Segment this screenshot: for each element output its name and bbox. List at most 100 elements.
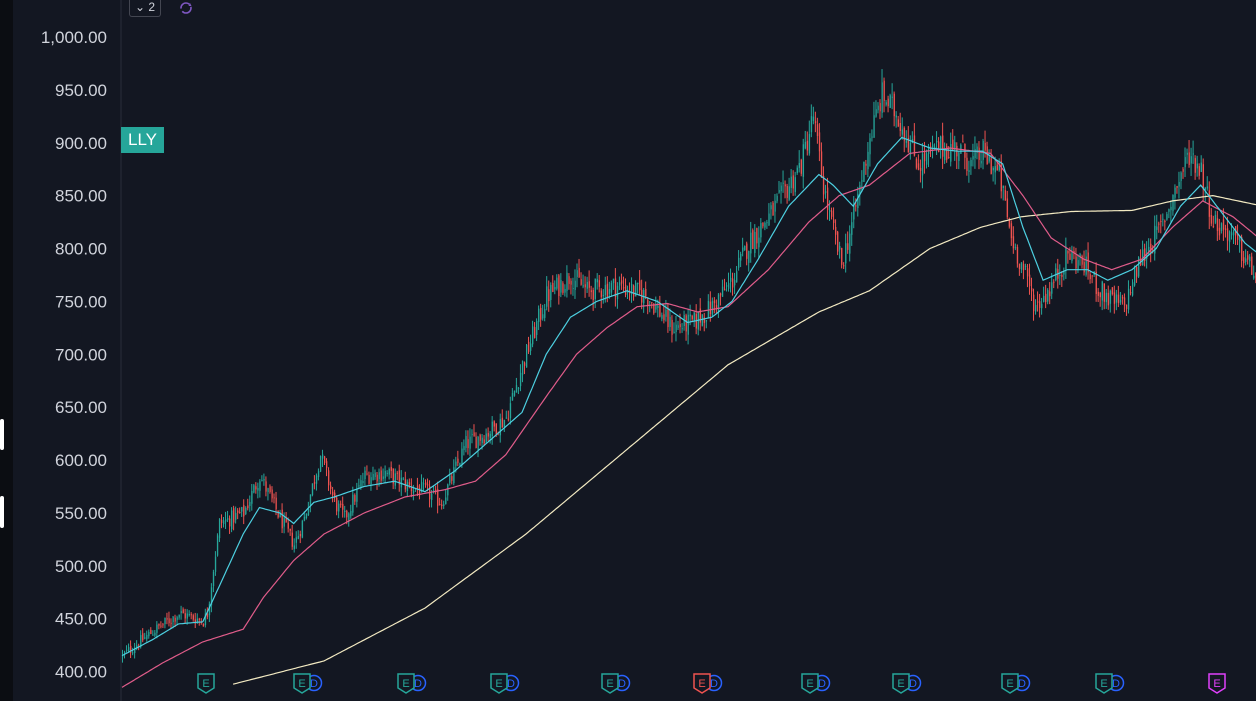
candle [956, 142, 958, 169]
candle [1233, 229, 1235, 245]
candle [1226, 216, 1229, 251]
candle [394, 468, 396, 490]
candle [435, 485, 437, 495]
candle [614, 268, 617, 307]
candle [214, 551, 217, 576]
candle [831, 207, 833, 220]
earnings-marker[interactable]: E [1095, 673, 1113, 694]
candle [469, 428, 471, 457]
candle [899, 112, 901, 137]
candle [889, 93, 891, 108]
candle [267, 487, 269, 501]
candle [1222, 208, 1225, 241]
candle [946, 143, 948, 163]
candle [152, 630, 154, 636]
candle [762, 222, 764, 229]
candle [536, 318, 538, 342]
candle [396, 470, 399, 481]
candle [677, 320, 679, 331]
candle [578, 258, 580, 278]
candle [182, 607, 184, 614]
interval-dropdown[interactable]: ⌄ 2 [129, 0, 162, 17]
candle [669, 308, 671, 331]
candle [190, 612, 192, 620]
ma-mid-line [121, 147, 1256, 688]
candle [764, 221, 766, 231]
candle [695, 304, 697, 335]
candle [404, 471, 407, 493]
earnings-marker[interactable]: E [293, 673, 311, 694]
candle [150, 627, 152, 635]
candle [1237, 224, 1239, 246]
candle [269, 484, 271, 494]
candle [618, 276, 621, 291]
candle [649, 300, 651, 313]
candle [693, 311, 695, 327]
candle [952, 129, 954, 152]
candle [667, 303, 669, 333]
panel-handle[interactable] [0, 496, 4, 528]
candle [154, 629, 156, 637]
candle [517, 386, 520, 395]
candle [1035, 299, 1037, 315]
earnings-marker[interactable]: E [1001, 673, 1019, 694]
earnings-marker[interactable]: E [601, 673, 619, 694]
candle [513, 390, 516, 397]
candle [800, 158, 803, 177]
candle [507, 410, 510, 422]
panel-handle[interactable] [0, 419, 4, 450]
candle [210, 583, 213, 613]
earnings-marker[interactable]: E [490, 673, 508, 694]
candle [580, 272, 582, 286]
candle [554, 280, 556, 295]
candle [289, 528, 291, 536]
candle [715, 299, 718, 314]
candle [966, 152, 968, 176]
earnings-marker[interactable]: E [801, 673, 819, 694]
earnings-marker[interactable]: E [197, 673, 215, 694]
candle [879, 99, 881, 120]
candle [786, 183, 788, 204]
candle [847, 231, 849, 254]
candle [164, 617, 166, 629]
candle [1134, 265, 1136, 287]
candle [235, 506, 237, 524]
candle [156, 621, 158, 639]
sync-icon[interactable] [179, 1, 193, 15]
candle [754, 224, 756, 258]
candle [348, 512, 350, 527]
candle [1085, 249, 1087, 277]
y-tick-label: 500.00 [55, 557, 107, 576]
candle [184, 608, 186, 624]
candle [790, 169, 792, 194]
candle [566, 265, 568, 298]
earnings-marker[interactable]: E [1208, 673, 1226, 694]
candle [1190, 147, 1192, 176]
symbol-label: LLY [121, 127, 164, 153]
y-tick-label: 650.00 [55, 398, 107, 417]
candle [703, 312, 706, 332]
candle [972, 143, 974, 167]
candle [1006, 190, 1009, 220]
candle [1243, 250, 1245, 269]
earnings-marker[interactable]: E [693, 673, 711, 694]
earnings-label: E [698, 678, 705, 690]
price-axis[interactable]: 1,000.00 950.00 900.00 850.00 800.00 750.00 70… [41, 28, 107, 682]
earnings-marker[interactable]: E [892, 673, 910, 694]
candle [1097, 288, 1099, 303]
candle [734, 272, 736, 294]
candle [326, 458, 328, 477]
y-tick-label: 1,000.00 [41, 28, 107, 47]
candle [1216, 211, 1219, 241]
candle [826, 177, 829, 220]
candle [1123, 293, 1126, 313]
candle [402, 477, 405, 481]
candle [820, 142, 823, 178]
candle [263, 473, 265, 486]
candle [810, 104, 813, 138]
event-markers[interactable]: E DE DE DE DE DE DE DE DE DE E [197, 673, 1226, 694]
earnings-label: E [1213, 678, 1220, 690]
dividend-label: D [710, 678, 718, 690]
earnings-marker[interactable]: E [397, 673, 415, 694]
